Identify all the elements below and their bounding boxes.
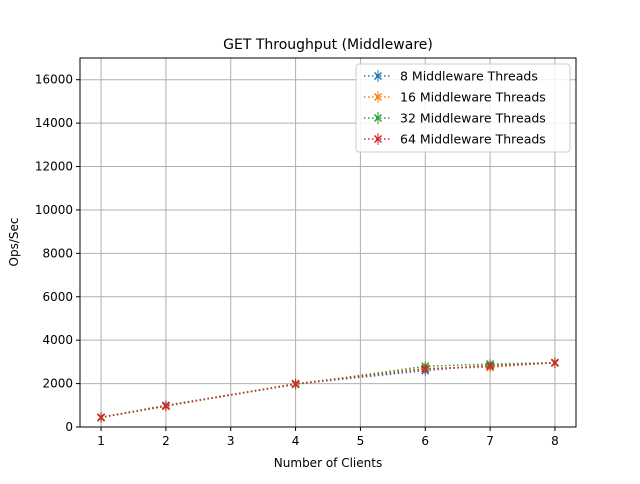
legend-item: 16 Middleware Threads xyxy=(364,90,546,105)
x-tick-label: 3 xyxy=(227,434,235,448)
legend-label: 8 Middleware Threads xyxy=(400,69,538,84)
x-tick-label: 6 xyxy=(421,434,429,448)
data-point xyxy=(291,379,300,388)
y-tick-label: 4000 xyxy=(42,333,73,347)
data-point xyxy=(97,413,106,422)
x-tick-label: 4 xyxy=(292,434,300,448)
y-tick-label: 2000 xyxy=(42,377,73,391)
y-axis-label: Ops/Sec xyxy=(7,218,21,267)
legend-marker-swatch xyxy=(373,92,383,102)
legend-label: 64 Middleware Threads xyxy=(400,132,546,147)
x-tick-label: 8 xyxy=(551,434,559,448)
y-tick-label: 10000 xyxy=(35,203,73,217)
chart-title: GET Throughput (Middleware) xyxy=(223,37,433,53)
y-axis-ticks: 0 2000 4000 6000 8000 10000 12000 14000 16000 xyxy=(35,73,80,434)
y-tick-label: 14000 xyxy=(35,116,73,130)
legend-marker-swatch xyxy=(373,134,383,144)
x-tick-label: 1 xyxy=(97,434,105,448)
legend-label: 32 Middleware Threads xyxy=(400,111,546,126)
x-axis-ticks: 1 2 3 4 5 6 7 8 xyxy=(97,427,559,448)
x-tick-label: 2 xyxy=(162,434,170,448)
legend: 8 Middleware Threads 16 Middleware Thread… xyxy=(355,63,571,153)
plot-frame xyxy=(79,57,577,428)
legend-box xyxy=(355,63,571,153)
y-tick-label: 6000 xyxy=(42,290,73,304)
data-point xyxy=(421,364,430,373)
x-tick-label: 7 xyxy=(486,434,494,448)
data-point xyxy=(486,362,495,371)
data-point xyxy=(550,358,559,367)
legend-item: 32 Middleware Threads xyxy=(364,111,546,126)
legend-item: 64 Middleware Threads xyxy=(364,132,546,147)
legend-marker-swatch xyxy=(373,71,383,81)
x-tick-label: 5 xyxy=(357,434,365,448)
series-4 xyxy=(97,357,559,423)
legend-item: 8 Middleware Threads xyxy=(364,69,538,84)
data-point xyxy=(161,401,170,410)
y-tick-label: 16000 xyxy=(35,73,73,87)
y-tick-label: 0 xyxy=(65,420,73,434)
y-tick-label: 8000 xyxy=(42,246,73,260)
x-axis-label: Number of Clients xyxy=(274,456,382,470)
legend-label: 16 Middleware Threads xyxy=(400,90,546,105)
legend-marker-swatch xyxy=(373,113,383,123)
series-layer xyxy=(97,357,559,423)
y-tick-label: 12000 xyxy=(35,160,73,174)
